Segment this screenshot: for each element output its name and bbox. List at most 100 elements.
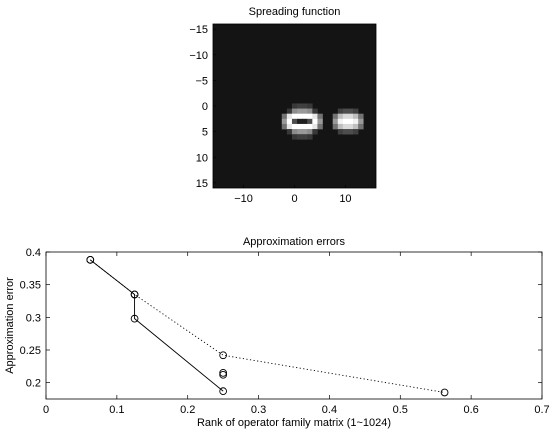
heatmap-cell — [312, 113, 318, 120]
heatmap-cell — [291, 129, 298, 135]
heatmap-cell — [286, 129, 293, 135]
y-tick-label: 0.25 — [20, 345, 41, 357]
approximation-errors-chart: Approximation errors 0 0.1 0.2 0.3 0.4 0.5 0.6… — [4, 236, 550, 429]
heatmap-cell — [307, 129, 313, 135]
heatmap-cell — [347, 123, 354, 130]
data-point-marker — [219, 387, 227, 396]
solid-series-line — [90, 259, 224, 392]
heatmap-cell — [337, 118, 344, 125]
heatmap-cell — [353, 118, 359, 125]
heatmap-cell — [302, 134, 308, 140]
heatmap-cell — [337, 123, 344, 130]
x-tick-label: 0.3 — [251, 404, 266, 416]
heatmap-cell — [302, 118, 308, 125]
heatmap-cell — [353, 108, 359, 114]
data-point-marker — [86, 255, 95, 264]
spreading-function-chart: Spreading function −10 0 10 −15 −10 −5 0 5 10 15 — [189, 6, 377, 205]
heatmap-cell — [297, 103, 303, 109]
data-point-marker — [219, 370, 227, 379]
heatmap-cell — [337, 129, 344, 135]
heatmap-cell — [312, 129, 318, 135]
heatmap-cell — [291, 118, 298, 125]
heatmap-cell — [291, 103, 298, 109]
chart-title: Approximation errors — [243, 236, 346, 248]
y-tick-label: 0.2 — [26, 378, 41, 390]
heatmap-cell — [307, 103, 313, 109]
heatmap-cell — [307, 108, 313, 114]
heatmap-cell — [312, 108, 318, 114]
heatmap-cell — [342, 118, 349, 125]
heatmap-cell — [317, 113, 323, 120]
data-point-marker — [130, 290, 139, 299]
heatmap-cell — [342, 129, 349, 135]
y-tick-label: 0.3 — [26, 312, 41, 324]
heatmap-cell — [307, 123, 313, 130]
heatmap-cell — [297, 129, 303, 135]
y-tick-label: −15 — [189, 24, 208, 36]
heatmap-cell — [286, 123, 293, 130]
heatmap-cell — [286, 118, 293, 125]
y-tick-label: −5 — [195, 75, 208, 87]
line-plot-area — [45, 251, 543, 400]
y-tick-label: 0.35 — [20, 280, 41, 292]
heatmap-cell — [347, 129, 354, 135]
plot-frame — [45, 251, 543, 400]
heatmap-cell — [302, 123, 308, 130]
heatmap-cell — [307, 118, 313, 125]
heatmap-cell — [353, 129, 359, 135]
y-tick-label: 15 — [196, 178, 208, 190]
heatmap-cell — [347, 113, 354, 120]
heatmap-cell — [297, 123, 303, 130]
heatmap-cell — [317, 123, 323, 130]
heatmap-cell — [358, 118, 364, 125]
heatmap-cell — [337, 113, 344, 120]
heatmap-cell — [291, 134, 298, 140]
heatmap-cell — [286, 108, 293, 114]
data-point-marker — [130, 314, 139, 323]
heatmap-cell — [353, 113, 359, 120]
x-axis-ticks: 0 0.1 0.2 0.3 0.4 0.5 0.6 0.7 — [43, 252, 550, 416]
y-tick-label: 10 — [196, 152, 208, 164]
x-tick-label: 0.4 — [322, 404, 337, 416]
x-tick-label: 0.7 — [534, 404, 549, 416]
heatmap-cell — [337, 108, 344, 114]
heatmap-cell — [342, 108, 349, 114]
data-point-marker — [219, 351, 227, 360]
y-tick-label: 0 — [202, 101, 208, 113]
heatmap-cell — [302, 103, 308, 109]
heatmap-cell — [291, 113, 298, 120]
x-tick-label: 0.1 — [109, 404, 124, 416]
x-tick-label: 0.5 — [393, 404, 408, 416]
heatmap-cell — [281, 118, 288, 125]
heatmap-cell — [307, 113, 313, 120]
x-tick-label: 10 — [339, 193, 351, 205]
x-axis-label: Rank of operator family matrix (1~1024) — [197, 417, 391, 429]
data-point-marker — [219, 369, 227, 377]
heatmap-cell — [291, 108, 298, 114]
heatmap-cell — [307, 134, 313, 140]
heatmap-cell — [317, 118, 323, 125]
y-axis-label: Approximation error — [4, 277, 16, 374]
heatmap-cell — [332, 118, 339, 125]
heatmap-cell — [297, 118, 303, 125]
heatmap-cell — [297, 134, 303, 140]
x-tick-label: 0 — [291, 193, 297, 205]
heatmap-cell — [332, 123, 339, 130]
heatmap-cell — [302, 113, 308, 120]
y-tick-label: −10 — [189, 50, 208, 62]
y-tick-label: 5 — [202, 127, 208, 139]
heatmap-cell — [347, 118, 354, 125]
heatmap-cell — [281, 123, 288, 130]
chart-title: Spreading function — [249, 6, 341, 18]
y-axis-ticks: 0.2 0.25 0.3 0.35 0.4 — [20, 247, 542, 390]
heatmap-cell — [286, 113, 293, 120]
heatmap-cell — [302, 129, 308, 135]
y-tick-label: 0.4 — [26, 247, 41, 259]
heatmap-cell — [302, 108, 308, 114]
heatmap-cell — [297, 113, 303, 120]
heatmap-cell — [358, 113, 364, 120]
heatmap-cell — [281, 113, 288, 120]
heatmap-cell — [353, 123, 359, 130]
heatmap-plot-area — [212, 23, 377, 189]
